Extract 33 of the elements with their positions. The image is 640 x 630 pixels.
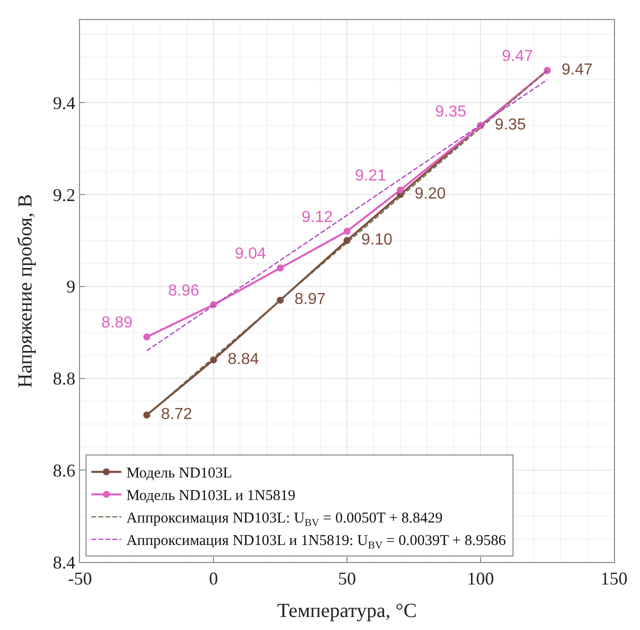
point <box>396 186 404 194</box>
data-label: 8.72 <box>152 406 202 424</box>
data-label: 8.84 <box>218 350 268 368</box>
y-tick-label: 8.8 <box>52 368 76 389</box>
data-label: 9.35 <box>426 103 476 120</box>
data-label: 9.12 <box>292 208 342 226</box>
data-label: 8.89 <box>92 314 142 332</box>
y-tick-label: 8.6 <box>52 460 76 480</box>
data-label: 8.96 <box>159 282 208 300</box>
data-label: 9.47 <box>552 62 602 79</box>
data-label: 9.35 <box>486 116 535 134</box>
legend-label: Аппроксимация ND103L и 1N5819: U$_{BV}$ = 0.0039T + 8.9586 <box>126 533 506 552</box>
point <box>276 264 284 272</box>
x-tick-label: 100 <box>467 568 494 589</box>
y-tick-label: 9.2 <box>52 184 76 205</box>
legend-label: Модель ND103L и 1N5819 <box>126 488 296 504</box>
y-axis-title: Напряжение пробоя, В <box>14 194 36 388</box>
point <box>143 333 150 340</box>
legend-label: Аппроксимация ND103L: U$_{BV}$ = 0.0050T + 8.8429 <box>126 510 443 529</box>
legend-label: Модель ND103L <box>126 466 232 482</box>
data-label: 9.20 <box>406 186 455 203</box>
x-axis-title: Температура, °C <box>277 600 417 622</box>
y-tick-label: 9 <box>66 276 76 297</box>
x-tick-label: 50 <box>338 568 356 589</box>
data-label: 9.21 <box>346 168 396 185</box>
data-label: 9.10 <box>352 231 402 248</box>
y-tick-label: 9.4 <box>52 92 76 113</box>
x-tick-label: 150 <box>600 568 628 589</box>
point <box>344 228 350 235</box>
x-tick-label: 0 <box>209 568 218 589</box>
data-label: 8.97 <box>286 291 335 308</box>
data-label: 9.04 <box>226 246 275 263</box>
data-label: 9.47 <box>492 48 542 66</box>
